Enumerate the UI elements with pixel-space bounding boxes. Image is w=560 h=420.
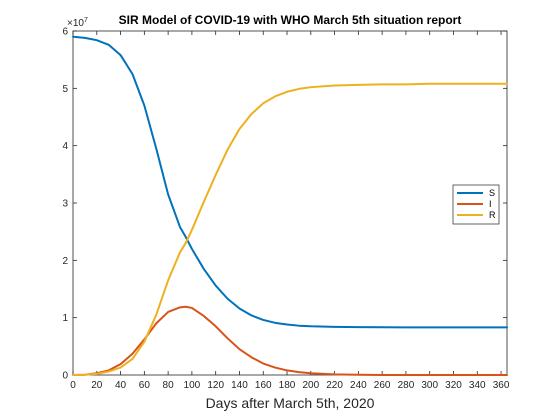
x-tick-label: 80 [163, 380, 175, 391]
series-line-s [72, 35, 508, 329]
x-axis-ticks: 0 20 40 60 80 100 120 140 160 180 200 220 240 260 280 3… [70, 31, 510, 391]
legend-label-r: R [489, 210, 496, 220]
legend-label-i: I [489, 199, 492, 209]
x-tick-label: 280 [398, 380, 415, 391]
x-tick-label: 300 [421, 380, 438, 391]
x-tick-label: 220 [326, 380, 343, 391]
y-tick-label: 2 [62, 256, 68, 267]
series-line-r [72, 82, 508, 376]
y-exponent-label: ×107 [67, 17, 88, 29]
y-tick-label: 4 [62, 141, 68, 152]
chart-title: SIR Model of COVID-19 with WHO March 5th… [119, 13, 462, 27]
x-tick-label: 60 [139, 380, 151, 391]
y-exponent-power: 7 [84, 17, 88, 24]
x-axis-label: Days after March 5th, 2020 [206, 395, 375, 411]
x-tick-label: 360 [493, 380, 510, 391]
x-tick-label: 120 [207, 380, 224, 391]
series-line-i [72, 305, 508, 376]
x-tick-label: 240 [350, 380, 367, 391]
y-exponent-base: ×10 [67, 18, 84, 29]
y-tick-label: 6 [62, 27, 68, 38]
x-tick-label: 320 [445, 380, 462, 391]
y-tick-label: 1 [62, 313, 68, 324]
plot-area [72, 30, 508, 376]
x-tick-label: 20 [91, 380, 103, 391]
y-tick-label: 0 [62, 371, 68, 382]
x-tick-label: 160 [255, 380, 272, 391]
y-tick-label: 5 [62, 84, 68, 95]
x-tick-label: 340 [469, 380, 486, 391]
legend: SIR [452, 184, 500, 225]
y-tick-label: 3 [62, 199, 68, 210]
series-lines [72, 35, 508, 376]
y-axis-ticks: 0 1 2 3 4 5 6 [62, 27, 507, 382]
legend-label-s: S [489, 188, 495, 198]
x-tick-label: 180 [279, 380, 296, 391]
x-tick-label: 40 [115, 380, 127, 391]
x-tick-label: 260 [374, 380, 391, 391]
x-tick-label: 100 [184, 380, 201, 391]
x-tick-label: 0 [70, 380, 76, 391]
x-tick-label: 140 [231, 380, 248, 391]
x-tick-label: 200 [302, 380, 319, 391]
